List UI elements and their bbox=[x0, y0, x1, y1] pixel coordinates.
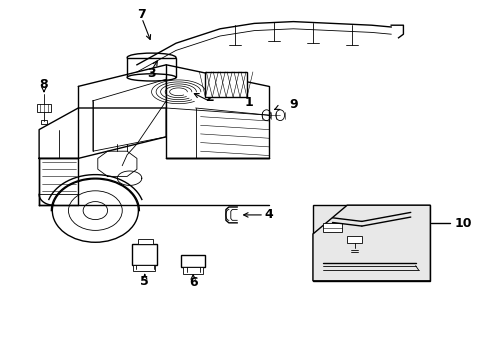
Polygon shape bbox=[39, 108, 166, 158]
Bar bbox=[127, 58, 176, 77]
Polygon shape bbox=[312, 205, 429, 281]
Bar bbox=[346, 236, 361, 243]
Bar bbox=[133, 265, 155, 271]
Bar bbox=[37, 104, 51, 112]
FancyBboxPatch shape bbox=[312, 205, 429, 281]
Bar bbox=[132, 244, 157, 265]
Text: 2: 2 bbox=[205, 91, 214, 104]
Ellipse shape bbox=[127, 53, 176, 62]
Text: 6: 6 bbox=[188, 276, 197, 289]
Bar bbox=[322, 223, 342, 232]
Bar bbox=[181, 255, 205, 267]
Text: 7: 7 bbox=[137, 8, 146, 21]
Bar bbox=[205, 72, 246, 97]
Ellipse shape bbox=[127, 74, 176, 81]
Text: 10: 10 bbox=[454, 217, 471, 230]
Text: 4: 4 bbox=[264, 208, 273, 221]
Text: 8: 8 bbox=[40, 78, 48, 91]
Ellipse shape bbox=[262, 110, 270, 121]
Text: 9: 9 bbox=[288, 98, 297, 111]
Bar bbox=[138, 239, 152, 244]
Text: 1: 1 bbox=[244, 96, 253, 109]
Bar bbox=[183, 267, 203, 274]
Circle shape bbox=[52, 179, 138, 242]
Text: 5: 5 bbox=[140, 275, 149, 288]
Ellipse shape bbox=[275, 110, 284, 121]
Text: 3: 3 bbox=[147, 67, 156, 80]
Bar bbox=[41, 120, 47, 124]
